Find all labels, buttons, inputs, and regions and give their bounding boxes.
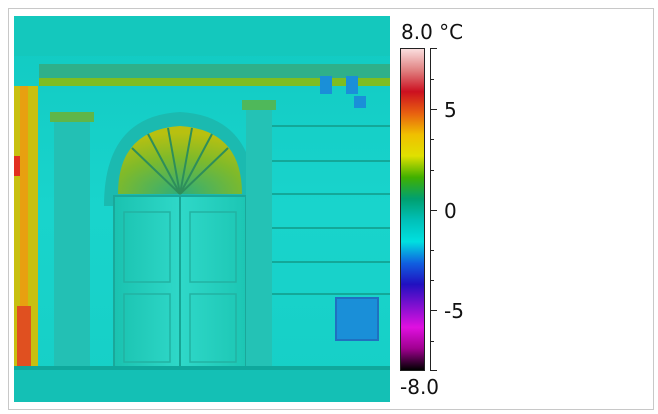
image-frame — [8, 8, 654, 410]
scale-tick — [430, 210, 437, 211]
scale-tick-label-0: 0 — [444, 199, 457, 223]
scale-tick — [430, 79, 434, 80]
scale-tick — [430, 341, 434, 342]
thermal-building-facade — [14, 16, 390, 402]
scale-tick — [430, 370, 437, 371]
scale-tick — [430, 109, 437, 110]
scale-tick — [430, 310, 437, 311]
scale-max-label: 8.0 °C — [401, 20, 464, 44]
scale-tick — [430, 48, 437, 49]
scale-axis — [430, 48, 431, 371]
scale-tick-label-5: 5 — [444, 98, 457, 122]
scale-tick — [430, 250, 434, 251]
scale-tick — [430, 280, 434, 281]
thermal-image — [14, 16, 390, 402]
scale-tick — [430, 139, 434, 140]
temperature-color-scale — [400, 48, 425, 371]
scale-tick-label-minus5: -5 — [444, 299, 464, 323]
scale-min-label: -8.0 — [400, 375, 440, 399]
scale-tick — [430, 170, 434, 171]
